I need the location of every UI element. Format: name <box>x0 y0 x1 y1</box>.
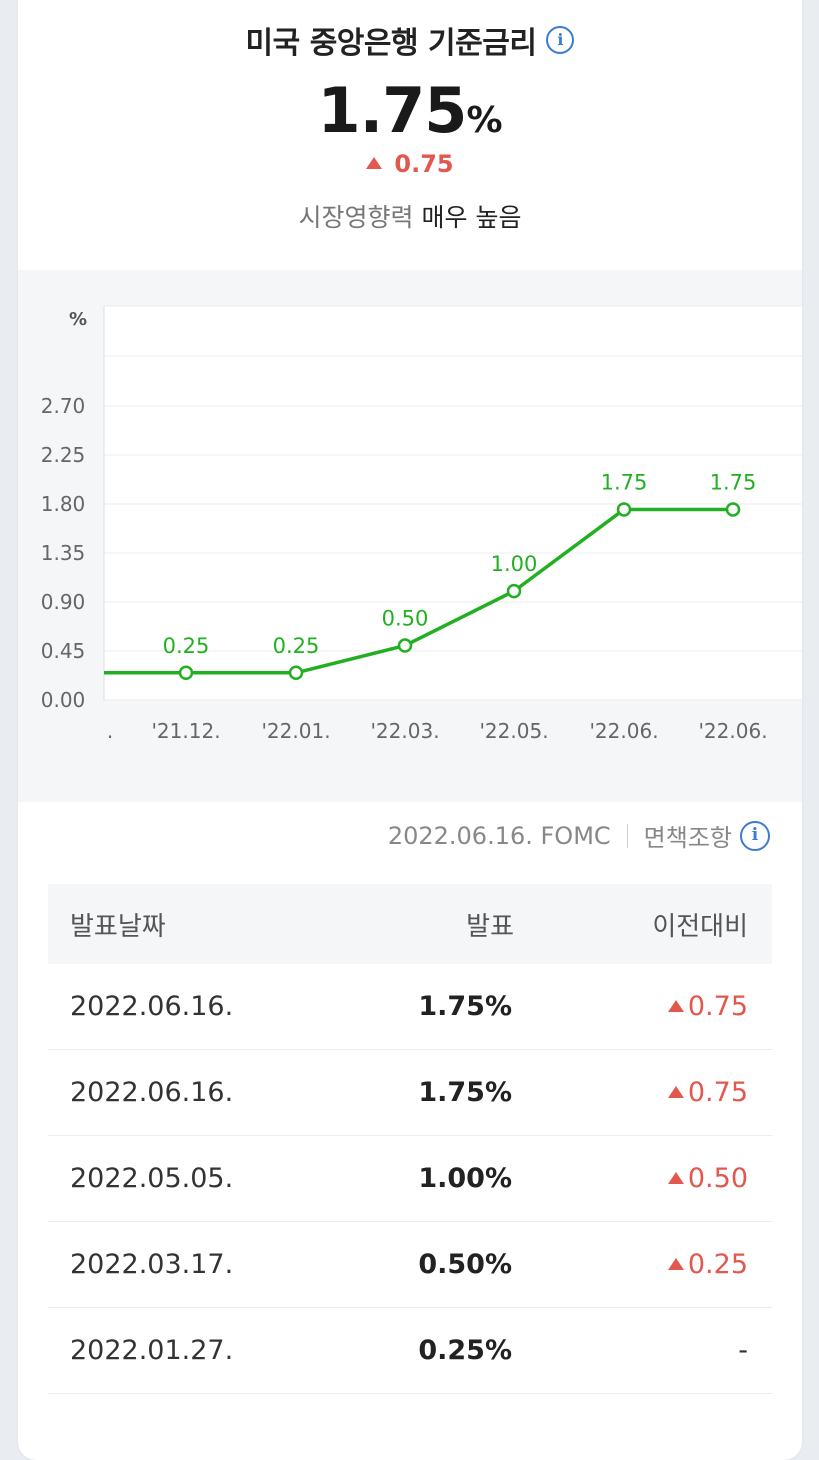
x-tick-label: '22.03. <box>370 719 439 743</box>
impact-label: 시장영향력 <box>298 203 414 232</box>
line-chart: % 2.70 2.25 1.80 1.35 0.90 0.45 0.00. '21.12. '22… <box>41 305 802 743</box>
data-point[interactable] <box>178 665 194 681</box>
data-point[interactable] <box>616 502 632 517</box>
row-date: 2022.03.17. <box>70 1249 234 1280</box>
y-axis-unit: % <box>69 309 87 330</box>
triangle-up-icon <box>667 1172 684 1184</box>
triangle-up-icon <box>667 1258 684 1270</box>
current-rate-value: 1.75 <box>317 74 467 147</box>
data-label: 0.25 <box>273 634 320 658</box>
table-row: 2022.06.16. 1.75% 0.75 <box>48 964 772 1050</box>
row-value: 1.00% <box>418 1163 512 1194</box>
source-row: 2022.06.16. FOMC 면책조항 i <box>388 818 770 853</box>
impact-value: 매우 높음 <box>421 203 522 232</box>
header-date: 발표날짜 <box>70 911 166 942</box>
disclaimer-link[interactable]: 면책조항 <box>643 824 732 852</box>
data-label: 1.75 <box>601 470 648 494</box>
row-date: 2022.01.27. <box>70 1335 234 1366</box>
y-tick-label: 2.70 <box>41 394 86 418</box>
header-value: 발표 <box>466 911 514 942</box>
y-tick-label: 0.90 <box>41 590 86 614</box>
row-value: 1.75% <box>418 1077 512 1108</box>
row-change-value: 0.75 <box>687 991 748 1022</box>
info-icon[interactable]: i <box>546 26 575 54</box>
row-change-value: 0.25 <box>687 1249 748 1280</box>
data-point[interactable] <box>725 502 741 517</box>
row-value: 1.75% <box>418 991 512 1022</box>
row-date: 2022.06.16. <box>70 991 234 1022</box>
x-tick-label: '22.01. <box>261 719 330 743</box>
data-label: 1.00 <box>491 552 538 576</box>
y-tick-label: 1.80 <box>41 492 86 516</box>
row-change: - <box>738 1335 748 1366</box>
data-point[interactable] <box>397 638 413 653</box>
table-row: 2022.05.05. 1.00% 0.50 <box>48 1136 772 1222</box>
data-point[interactable] <box>288 665 304 681</box>
triangle-up-icon <box>366 157 383 169</box>
row-change: 0.75 <box>578 1077 772 1108</box>
data-label: 0.50 <box>382 607 429 631</box>
rate-change: 0.75 <box>18 150 802 178</box>
table-body: 2022.06.16. 1.75% 0.75 2022.06.16. 1.75% 0.75… <box>48 964 772 1394</box>
current-rate-unit: % <box>466 100 503 141</box>
row-change: 0.75 <box>578 991 772 1022</box>
row-change-value: 0.50 <box>687 1163 748 1194</box>
rate-card: 미국 중앙은행 기준금리 i 1.75% 0.75 시장영향력 매우 높음 % 2… <box>18 0 802 1460</box>
row-change: 0.25 <box>578 1249 772 1280</box>
row-change: 0.50 <box>578 1163 772 1194</box>
source-date: 2022.06.16. FOMC <box>387 821 611 850</box>
triangle-up-icon <box>667 1000 684 1012</box>
announcement-table: 발표날짜 발표 이전대비 2022.06.16. 1.75% 0.75 2022.06… <box>48 884 772 1394</box>
data-point[interactable] <box>506 583 522 599</box>
x-tick-label: '22.06. <box>589 719 658 743</box>
y-tick-label: 2.25 <box>41 443 86 467</box>
table-row: 2022.06.16. 1.75% 0.75 <box>48 1050 772 1136</box>
y-tick-label: 0.45 <box>41 639 86 663</box>
x-tick-label: '22.05. <box>479 719 548 743</box>
triangle-up-icon <box>667 1086 684 1098</box>
divider <box>626 823 628 848</box>
rate-chart: % 2.70 2.25 1.80 1.35 0.90 0.45 0.00. '21.12. '22… <box>18 270 802 802</box>
row-date: 2022.05.05. <box>70 1163 234 1194</box>
rate-header: 미국 중앙은행 기준금리 i 1.75% 0.75 시장영향력 매우 높음 <box>18 0 802 270</box>
y-tick-label: 1.35 <box>41 541 86 565</box>
x-tick-label: '21.12. <box>151 719 220 743</box>
table-row: 2022.01.27. 0.25% - <box>48 1308 772 1394</box>
row-value: 0.50% <box>418 1249 512 1280</box>
page-title: 미국 중앙은행 기준금리 <box>245 26 537 61</box>
table-header: 발표날짜 발표 이전대비 <box>48 884 772 964</box>
y-tick-label: 0.00 <box>41 688 86 712</box>
disclaimer-info-icon[interactable]: i <box>740 820 770 851</box>
row-value: 0.25% <box>418 1335 512 1366</box>
current-rate: 1.75% <box>18 74 802 147</box>
title-row: 미국 중앙은행 기준금리 i <box>18 18 802 62</box>
plot-area <box>104 306 802 700</box>
x-tick-label: '22.06. <box>698 719 767 743</box>
row-date: 2022.06.16. <box>70 1077 234 1108</box>
data-label: 1.75 <box>710 470 757 494</box>
header-change: 이전대비 <box>652 911 748 942</box>
rate-change-value: 0.75 <box>394 150 454 178</box>
row-change-value: 0.75 <box>687 1077 748 1108</box>
x-tick-label: . <box>107 719 113 743</box>
market-impact: 시장영향력 매우 높음 <box>18 198 802 234</box>
data-label: 0.25 <box>163 634 210 658</box>
table-row: 2022.03.17. 0.50% 0.25 <box>48 1222 772 1308</box>
